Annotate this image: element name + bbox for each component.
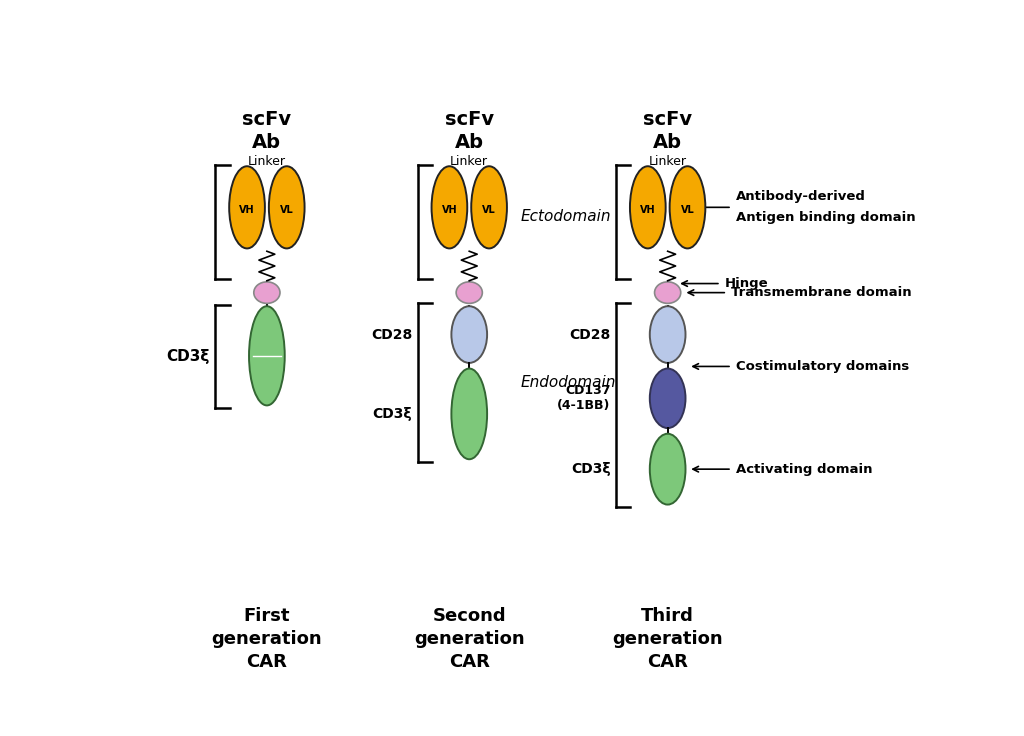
Ellipse shape [471,166,507,249]
Ellipse shape [229,166,265,249]
Ellipse shape [654,282,681,303]
Text: VH: VH [640,205,655,215]
Text: Linker: Linker [451,155,488,169]
Text: Ab: Ab [653,132,682,152]
Text: CD28: CD28 [371,328,412,342]
Text: scFv: scFv [444,110,494,129]
Text: scFv: scFv [243,110,292,129]
Text: Ectodomain: Ectodomain [521,209,611,224]
Text: VL: VL [482,205,496,215]
Ellipse shape [452,369,487,459]
Text: Endodomain: Endodomain [521,375,616,390]
Text: Third
generation
CAR: Third generation CAR [612,607,723,670]
Ellipse shape [249,306,285,406]
Text: Antibody-derived: Antibody-derived [736,191,865,203]
Ellipse shape [269,166,304,249]
Text: CD3ξ: CD3ξ [166,349,210,364]
Ellipse shape [254,282,280,303]
Text: CD137
(4-1BB): CD137 (4-1BB) [557,384,610,412]
Ellipse shape [452,306,487,363]
Text: Hinge: Hinge [725,277,768,290]
Text: CD3ξ: CD3ξ [571,462,610,476]
Ellipse shape [630,166,666,249]
Text: Costimulatory domains: Costimulatory domains [736,360,909,373]
Text: scFv: scFv [643,110,692,129]
Ellipse shape [670,166,706,249]
Text: First
generation
CAR: First generation CAR [212,607,323,670]
Text: Second
generation
CAR: Second generation CAR [414,607,524,670]
Text: VL: VL [280,205,294,215]
Ellipse shape [431,166,467,249]
Text: Linker: Linker [648,155,687,169]
Text: VL: VL [681,205,694,215]
Text: Activating domain: Activating domain [736,463,872,475]
Text: Transmembrane domain: Transmembrane domain [731,286,911,299]
Ellipse shape [650,434,685,505]
Text: CD28: CD28 [569,328,610,342]
Text: Ab: Ab [252,132,282,152]
Ellipse shape [650,306,685,363]
Ellipse shape [456,282,482,303]
Text: Antigen binding domain: Antigen binding domain [736,211,915,224]
Text: Ab: Ab [455,132,483,152]
Text: Linker: Linker [248,155,286,169]
Text: VH: VH [240,205,255,215]
Ellipse shape [650,369,685,428]
Text: VH: VH [441,205,458,215]
Text: CD3ξ: CD3ξ [373,407,412,421]
